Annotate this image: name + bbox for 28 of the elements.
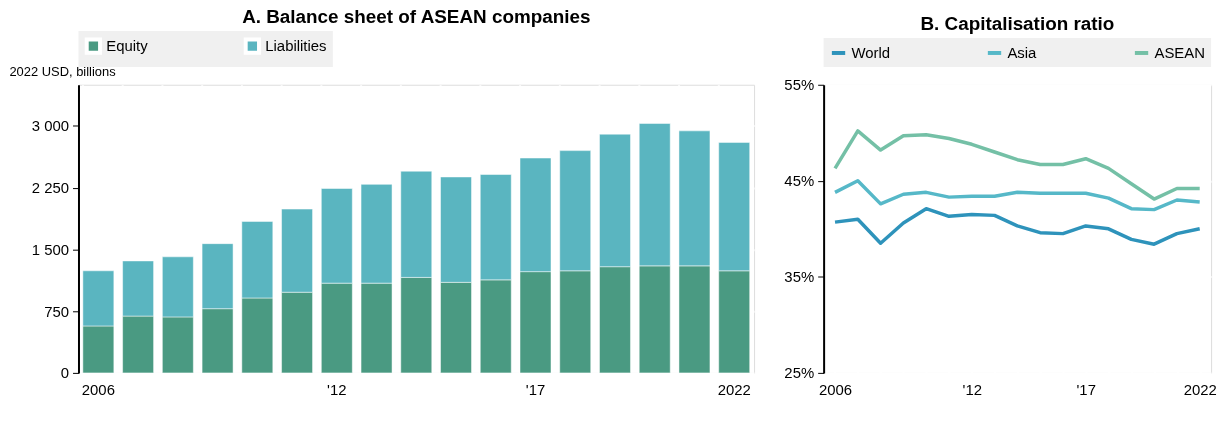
legend-label: World: [851, 44, 891, 61]
legend-label: Liabilities: [265, 38, 327, 55]
y-tick-label: 25%: [784, 365, 815, 382]
y-tick-label: 35%: [784, 269, 815, 286]
y-tick-label: 0: [60, 365, 70, 382]
y-tick-label: 1 500: [31, 241, 70, 258]
x-tick-label: '12: [962, 382, 982, 399]
y-tick-label: 55%: [784, 77, 815, 94]
y-tick-label: 2 250: [31, 180, 70, 197]
line-series: [833, 129, 1202, 201]
legend-label: Asia: [1007, 44, 1038, 61]
y-tick-label: 45%: [784, 173, 815, 190]
legend-label: Equity: [106, 38, 149, 55]
y-axis-title: 2022 USD, billions: [9, 64, 116, 80]
x-tick-label: 2022: [717, 382, 751, 399]
x-tick-label: '12: [327, 382, 347, 399]
x-tick-label: '17: [1076, 382, 1096, 399]
y-tick-label: 750: [44, 303, 70, 320]
x-tick-label: 2006: [818, 382, 853, 399]
x-tick-label: 2022: [1183, 382, 1217, 399]
line-series: [833, 179, 1202, 212]
line-series: [833, 206, 1202, 246]
x-tick-label: '17: [525, 382, 546, 399]
y-tick-label: 3 000: [31, 118, 70, 135]
x-tick-label: 2006: [81, 382, 115, 399]
legend-label: ASEAN: [1154, 44, 1205, 61]
chart-title: A. Balance sheet of ASEAN companies: [242, 6, 591, 28]
chart-title: B. Capitalisation ratio: [920, 13, 1115, 35]
